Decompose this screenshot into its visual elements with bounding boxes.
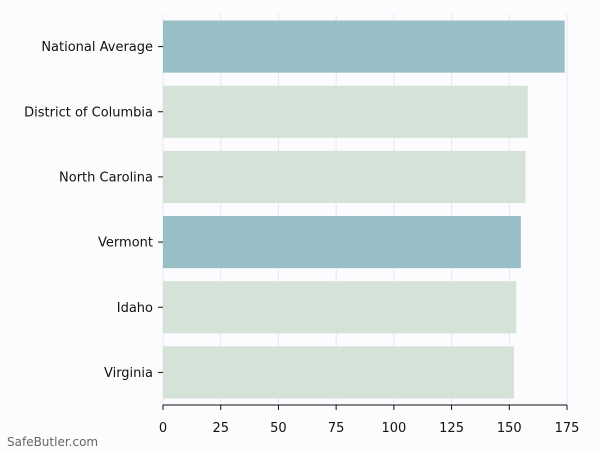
- y-tick-label: Idaho: [117, 301, 153, 316]
- x-tick-label: 125: [439, 421, 464, 436]
- y-tick-label: District of Columbia: [24, 105, 153, 120]
- y-tick-labels: National Average District of Columbia Nort…: [24, 40, 163, 381]
- y-tick-label: Virginia: [104, 366, 153, 381]
- bars: [163, 20, 565, 399]
- watermark: SafeButler.com: [7, 435, 98, 449]
- grid-lines: [162, 14, 568, 405]
- x-tick-labels: 0 25 50 75 100 125 150 175: [159, 405, 580, 436]
- x-tick-label: 50: [270, 421, 287, 436]
- x-tick-label: 100: [381, 421, 406, 436]
- bar: [163, 346, 514, 399]
- y-tick-label: National Average: [41, 40, 153, 55]
- x-tick-label: 175: [555, 421, 580, 436]
- bar: [163, 20, 565, 73]
- bar: [163, 281, 517, 334]
- bar: [163, 216, 521, 269]
- x-tick-label: 150: [497, 421, 522, 436]
- bar: [163, 150, 526, 203]
- y-tick-label: Vermont: [98, 236, 153, 251]
- x-tick-label: 75: [328, 421, 345, 436]
- x-tick-label: 25: [212, 421, 229, 436]
- bar: [163, 85, 528, 138]
- x-tick-label: 0: [159, 421, 167, 436]
- y-tick-label: North Carolina: [59, 170, 153, 185]
